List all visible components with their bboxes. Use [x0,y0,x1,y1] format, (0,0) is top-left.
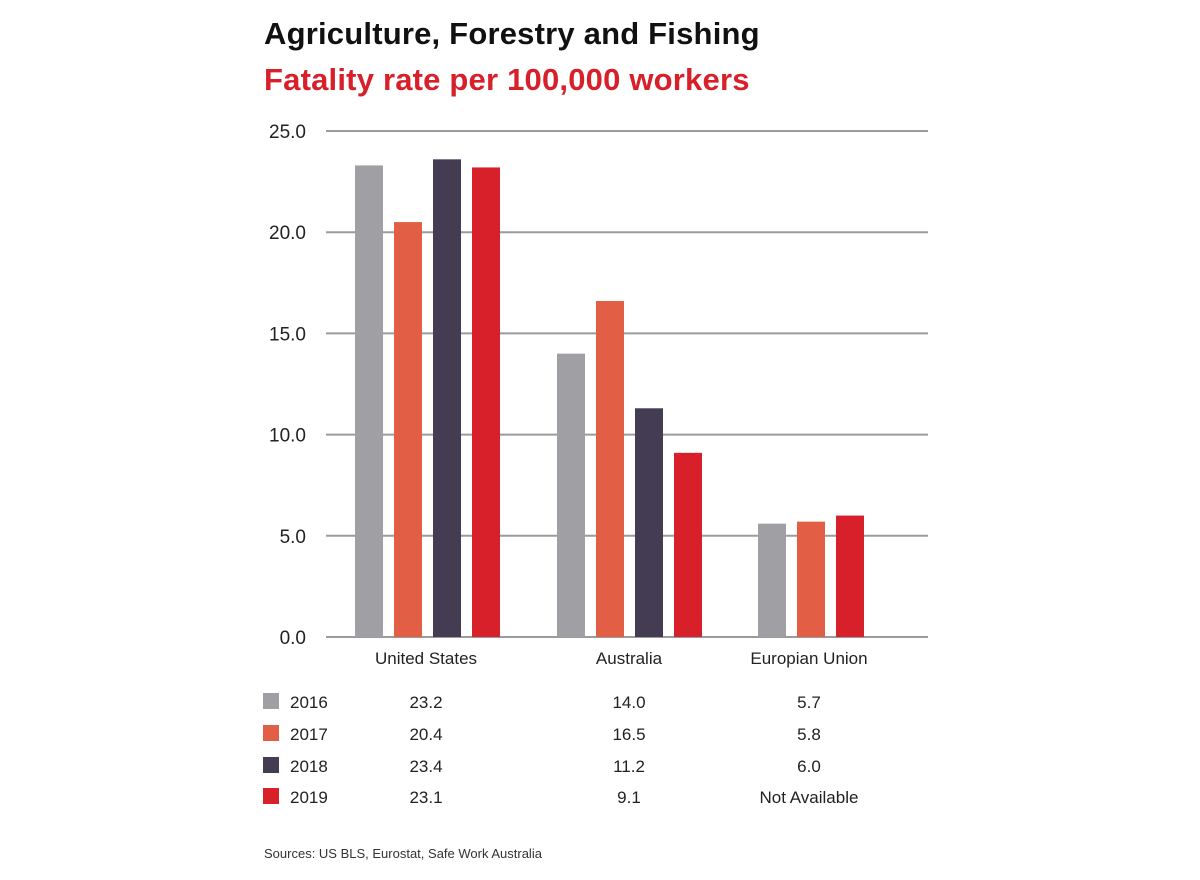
table-cell: 23.1 [409,788,442,807]
x-category-label: Europian Union [750,649,867,668]
y-tick-label: 10.0 [269,426,306,447]
bar-2017-australia [596,301,624,637]
table-cell: 16.5 [612,725,645,744]
bar-2016-australia [557,353,585,637]
x-category-label: United States [375,649,477,668]
bar-2018-united-states [433,159,461,637]
table-cell: 6.0 [797,757,821,776]
bars [355,159,864,637]
bar-2019-europian-union [836,515,864,637]
bar-2019-united-states [472,167,500,637]
y-axis-ticks: 0.0 5.0 10.0 15.0 20.0 25.0 [269,122,306,649]
x-axis-labels: United States Australia Europian Union [375,649,868,668]
legend-swatch-2016 [263,693,279,709]
y-tick-label: 5.0 [280,527,306,548]
bar-2016-europian-union [758,523,786,637]
bar-2019-australia [674,452,702,637]
legend-swatch-2017 [263,725,279,741]
legend-year-label: 2018 [290,757,328,776]
table-cell: 23.2 [409,693,442,712]
table-cell: 5.7 [797,693,821,712]
y-tick-label: 0.0 [280,628,306,649]
legend-swatch-2019 [263,788,279,804]
legend-year-label: 2019 [290,788,328,807]
table-cell: 23.4 [409,757,442,776]
y-tick-label: 15.0 [269,324,306,345]
bar-2018-australia [635,408,663,637]
table-cell: 14.0 [612,693,645,712]
chart-title: Agriculture, Forestry and Fishing [264,16,760,51]
table-cell: 5.8 [797,725,821,744]
bar-2017-united-states [394,222,422,637]
legend-year-label: 2016 [290,693,328,712]
table-cell: Not Available [760,788,859,807]
table-cell: 11.2 [613,757,645,776]
y-tick-label: 20.0 [269,223,306,244]
table-cell: 9.1 [617,788,641,807]
bar-2017-europian-union [797,521,825,637]
legend-year-label: 2017 [290,725,328,744]
x-category-label: Australia [596,649,663,668]
legend-swatch-2018 [263,757,279,773]
grid-lines [326,130,928,638]
y-tick-label: 25.0 [269,122,306,143]
table-cell: 20.4 [409,725,442,744]
bar-2016-united-states [355,165,383,637]
chart-subtitle: Fatality rate per 100,000 workers [264,62,750,97]
source-note: Sources: US BLS, Eurostat, Safe Work Aus… [264,846,542,861]
data-table: 2016 23.2 14.0 5.7 2017 20.4 16.5 5.8 2018 23.4 11… [263,693,858,807]
